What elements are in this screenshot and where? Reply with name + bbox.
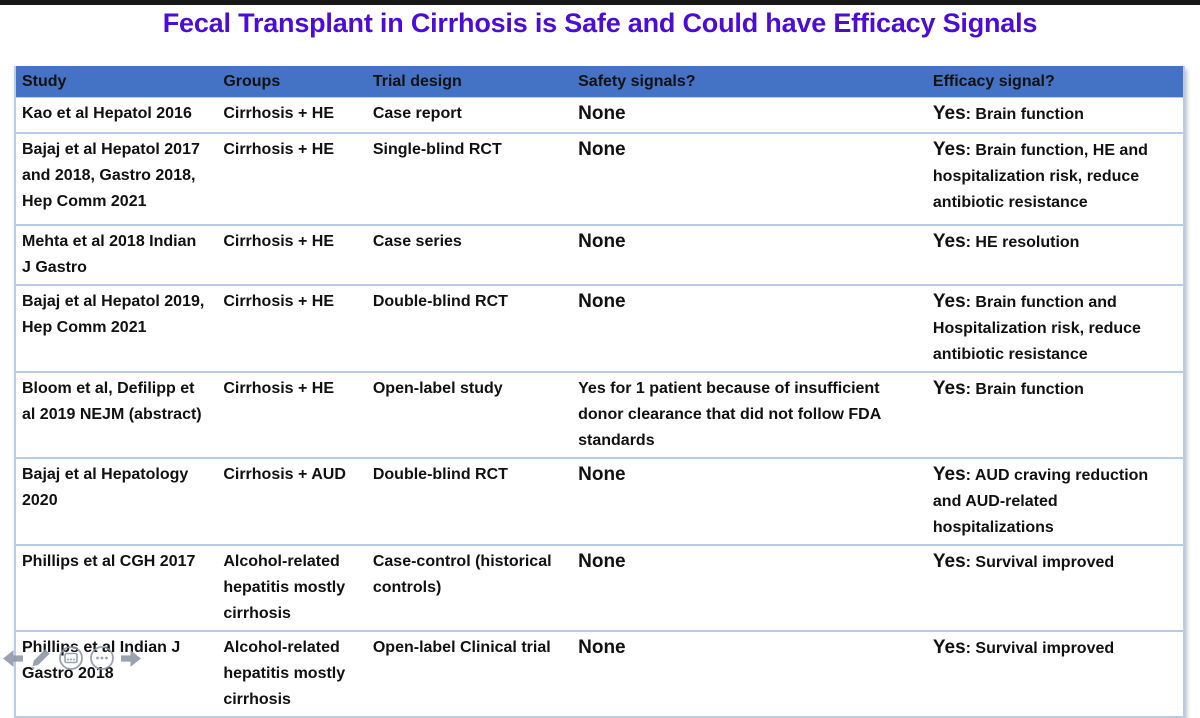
safety-text: None bbox=[578, 231, 626, 252]
safety-text: None bbox=[578, 464, 626, 485]
table-row: Bloom et al, Defilipp et al 2019 NEJM (a… bbox=[16, 371, 1183, 457]
efficacy-detail: : Brain function bbox=[965, 106, 1084, 123]
safety-cell: None bbox=[572, 134, 927, 224]
safety-text: None bbox=[578, 103, 626, 124]
groups-cell: Cirrhosis + AUD bbox=[223, 466, 346, 483]
table-row: Bajaj et al Hepatol 2019, Hep Comm 2021 C… bbox=[16, 284, 1183, 371]
column-header-efficacy-signal: Efficacy signal? bbox=[932, 72, 1055, 90]
groups-cell: Cirrhosis + HE bbox=[223, 293, 335, 310]
safety-cell: Yes for 1 patient because of insufficien… bbox=[572, 373, 927, 457]
table-header-row: Study Groups Trial design Safety signals? Ef… bbox=[16, 66, 1183, 97]
table-row: Bajaj et al Hepatol 2017 and 2018, Gastr… bbox=[16, 132, 1183, 224]
study-cell: Bajaj et al Hepatol 2019, Hep Comm 2021 bbox=[22, 293, 205, 336]
efficacy-cell: Yes: AUD craving reduction and AUD-relat… bbox=[927, 459, 1183, 544]
table-row: Kao et al Hepatol 2016 Cirrhosis + HE Case… bbox=[16, 97, 1183, 132]
study-cell: Bloom et al, Defilipp et al 2019 NEJM (a… bbox=[22, 380, 202, 423]
trial-design-cell: Open-label study bbox=[372, 380, 503, 397]
efficacy-yes-label: Yes bbox=[932, 378, 966, 399]
trial-design-cell: Case report bbox=[372, 105, 462, 122]
efficacy-yes-label: Yes bbox=[932, 139, 966, 160]
safety-text: None bbox=[578, 551, 626, 572]
efficacy-detail: : HE resolution bbox=[965, 234, 1080, 251]
column-header-groups: Groups bbox=[223, 72, 281, 90]
study-cell: Bajaj et al Hepatology 2020 bbox=[22, 466, 189, 509]
efficacy-yes-label: Yes bbox=[932, 551, 966, 572]
next-slide-arrow-icon[interactable] bbox=[120, 649, 142, 668]
efficacy-cell: Yes: Survival improved bbox=[927, 546, 1183, 630]
slide-title: Fecal Transplant in Cirrhosis is Safe an… bbox=[162, 8, 1038, 38]
safety-cell: None bbox=[572, 226, 927, 284]
study-cell: Kao et al Hepatol 2016 bbox=[22, 105, 192, 122]
efficacy-cell: Yes: Brain function bbox=[927, 373, 1183, 457]
pen-annotation-icon[interactable] bbox=[29, 646, 53, 670]
efficacy-yes-label: Yes bbox=[932, 291, 966, 312]
safety-text: None bbox=[578, 139, 626, 160]
study-cell: Bajaj et al Hepatol 2017 and 2018, Gastr… bbox=[22, 141, 200, 210]
trial-design-cell: Double-blind RCT bbox=[372, 293, 508, 310]
groups-cell: Alcohol-related hepatitis mostly cirrhos… bbox=[223, 553, 346, 622]
trial-design-cell: Double-blind RCT bbox=[372, 466, 508, 483]
safety-cell: None bbox=[572, 546, 927, 630]
trial-design-cell: Open-label Clinical trial bbox=[372, 639, 551, 656]
table-row: Phillips et al CGH 2017 Alcohol-related h… bbox=[16, 544, 1183, 630]
efficacy-detail: : Brain function, HE and hospitalization… bbox=[932, 142, 1148, 211]
trial-design-cell: Case series bbox=[372, 233, 462, 250]
safety-text: Yes for 1 patient because of insufficien… bbox=[578, 380, 881, 449]
efficacy-yes-label: Yes bbox=[932, 464, 966, 485]
efficacy-detail: : Survival improved bbox=[965, 640, 1115, 657]
efficacy-yes-label: Yes bbox=[932, 637, 966, 658]
column-header-trial-design: Trial design bbox=[372, 72, 462, 90]
table-row: Mehta et al 2018 Indian J Gastro Cirrhosi… bbox=[16, 224, 1183, 284]
study-cell: Mehta et al 2018 Indian J Gastro bbox=[22, 233, 197, 276]
efficacy-cell: Yes: Brain function bbox=[927, 98, 1183, 132]
table-row: Phillips et al Indian J Gastro 2018 Alcoh… bbox=[16, 630, 1183, 716]
groups-cell: Alcohol-related hepatitis mostly cirrhos… bbox=[223, 639, 346, 708]
efficacy-yes-label: Yes bbox=[932, 231, 966, 252]
efficacy-cell: Yes: HE resolution bbox=[927, 226, 1183, 284]
safety-text: None bbox=[578, 637, 626, 658]
efficacy-cell: Yes: Survival improved bbox=[927, 632, 1183, 716]
column-header-safety-signals: Safety signals? bbox=[578, 72, 696, 90]
safety-text: None bbox=[578, 291, 626, 312]
groups-cell: Cirrhosis + HE bbox=[223, 233, 335, 250]
efficacy-detail: : Survival improved bbox=[965, 554, 1115, 571]
groups-cell: Cirrhosis + HE bbox=[223, 141, 335, 158]
safety-cell: None bbox=[572, 286, 927, 371]
table-row: Bajaj et al Hepatology 2020 Cirrhosis + A… bbox=[16, 457, 1183, 544]
safety-cell: None bbox=[572, 98, 927, 132]
efficacy-yes-label: Yes bbox=[932, 103, 966, 124]
top-black-bar bbox=[0, 0, 1200, 5]
column-header-study: Study bbox=[22, 72, 67, 90]
efficacy-cell: Yes: Brain function and Hospitalization … bbox=[927, 286, 1183, 371]
safety-cell: None bbox=[572, 632, 927, 716]
study-table: Study Groups Trial design Safety signals? Ef… bbox=[14, 66, 1185, 718]
efficacy-detail: : Brain function and Hospitalization ris… bbox=[932, 294, 1141, 363]
safety-cell: None bbox=[572, 459, 927, 544]
efficacy-detail: : AUD craving reduction and AUD-related … bbox=[932, 467, 1149, 536]
trial-design-cell: Case-control (historical controls) bbox=[372, 553, 552, 596]
previous-slide-arrow-icon[interactable] bbox=[2, 649, 24, 668]
trial-design-cell: Single-blind RCT bbox=[372, 141, 502, 158]
table-body: Kao et al Hepatol 2016 Cirrhosis + HE Case… bbox=[16, 97, 1183, 716]
see-all-slides-icon[interactable] bbox=[58, 645, 84, 671]
efficacy-cell: Yes: Brain function, HE and hospitalizat… bbox=[927, 134, 1183, 224]
study-cell: Phillips et al CGH 2017 bbox=[22, 553, 196, 570]
groups-cell: Cirrhosis + HE bbox=[223, 380, 335, 397]
efficacy-detail: : Brain function bbox=[965, 381, 1084, 398]
presenter-controls bbox=[2, 645, 142, 671]
groups-cell: Cirrhosis + HE bbox=[223, 105, 335, 122]
more-options-icon[interactable] bbox=[89, 645, 115, 671]
